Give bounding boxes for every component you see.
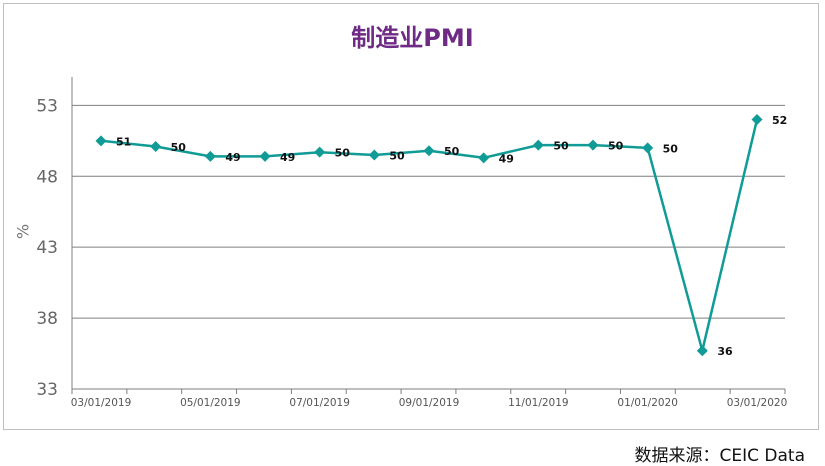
data-label: 50 <box>335 147 351 160</box>
series-layer <box>95 114 763 357</box>
y-tick-label: 33 <box>36 380 58 400</box>
data-point-marker <box>204 150 216 162</box>
data-point-marker <box>423 145 435 157</box>
y-tick-label: 53 <box>36 96 58 116</box>
data-point-marker <box>532 139 544 151</box>
data-label: 50 <box>444 145 460 158</box>
y-tick-label: 38 <box>36 309 58 329</box>
data-labels: 51 50 49 49 50 50 50 49 50 50 50 36 52 <box>116 114 787 358</box>
source-note: 数据来源：CEIC Data <box>634 446 806 466</box>
data-label: 49 <box>280 151 295 164</box>
tick-labels: 33 38 43 48 53 03/01/2019 05/01/2019 07/01/2019… <box>36 96 787 409</box>
x-tick-label: 07/01/2019 <box>289 397 350 409</box>
data-label: 50 <box>389 150 405 163</box>
data-label: 52 <box>772 114 787 127</box>
data-label: 51 <box>116 135 131 148</box>
data-point-marker <box>259 150 271 162</box>
data-point-marker <box>95 135 107 147</box>
data-label: 49 <box>225 151 240 164</box>
x-tick-label: 09/01/2019 <box>399 397 460 409</box>
y-tick-label: 48 <box>36 167 58 187</box>
x-tick-label: 05/01/2019 <box>180 397 241 409</box>
data-label: 50 <box>553 140 569 153</box>
axes <box>71 77 786 394</box>
data-point-marker <box>696 345 708 357</box>
data-point-marker <box>150 140 162 152</box>
x-tick-label: 11/01/2019 <box>508 397 569 409</box>
chart-title: 制造业PMI <box>351 24 474 52</box>
data-point-marker <box>478 152 490 164</box>
data-label: 50 <box>663 142 679 155</box>
chart-frame <box>3 3 819 430</box>
data-label: 50 <box>608 140 624 153</box>
data-point-marker <box>368 149 380 161</box>
data-point-marker <box>587 139 599 151</box>
data-point-marker <box>642 142 654 154</box>
data-point-marker <box>751 114 763 126</box>
x-tick-label: 03/01/2020 <box>727 397 788 409</box>
y-tick-label: 43 <box>36 238 58 258</box>
data-label: 49 <box>499 152 514 165</box>
data-point-marker <box>314 146 326 158</box>
x-tick-label: 03/01/2019 <box>71 397 132 409</box>
x-tick-label: 01/01/2020 <box>617 397 678 409</box>
data-label: 36 <box>717 345 733 358</box>
gridlines <box>72 104 785 319</box>
data-label: 50 <box>171 141 187 154</box>
